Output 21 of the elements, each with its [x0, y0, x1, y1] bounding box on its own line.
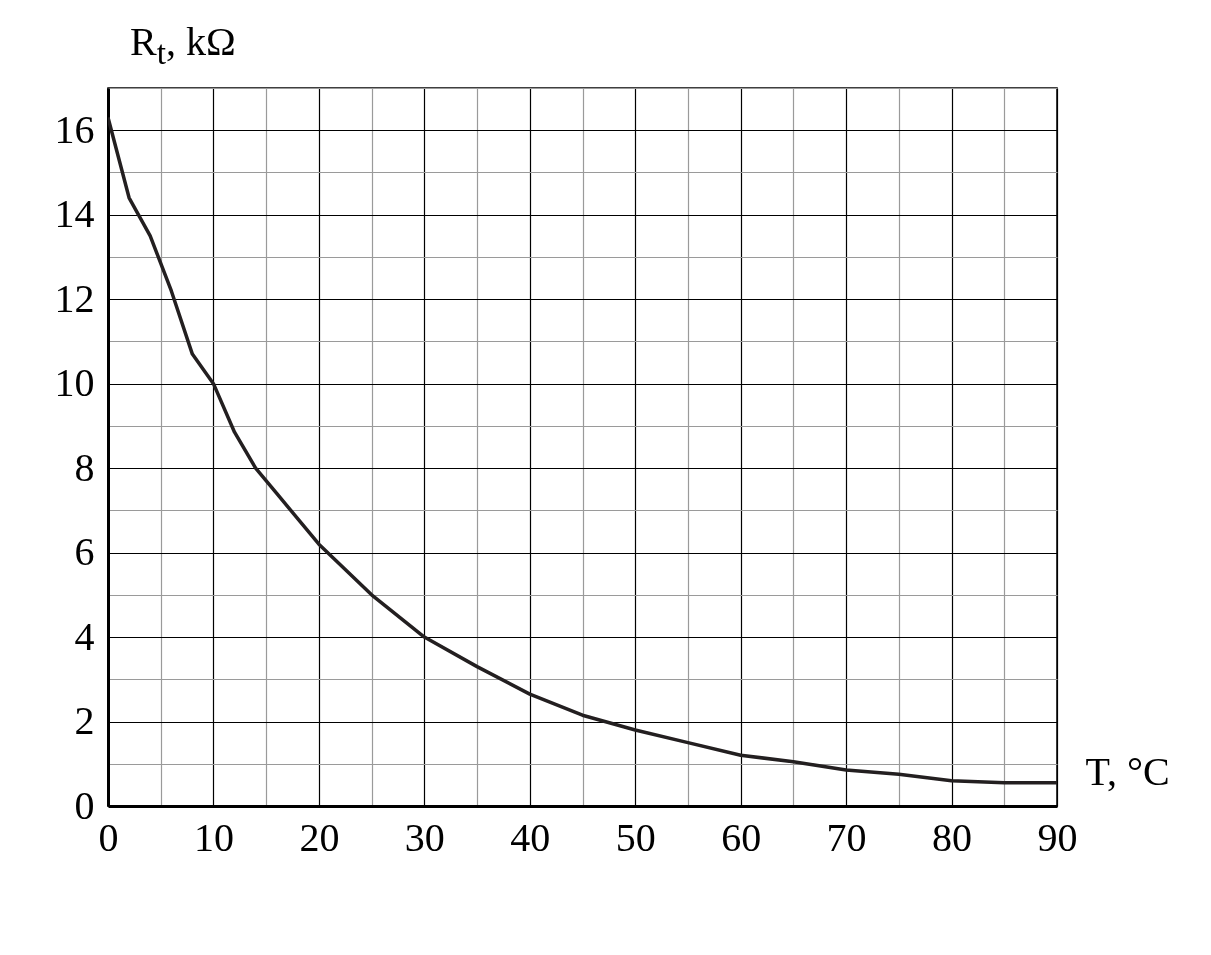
- x-tick-label: 60: [721, 814, 762, 860]
- y-tick-label: 4: [74, 613, 95, 659]
- x-tick-label: 30: [404, 814, 445, 860]
- x-axis-title: T, °C: [1085, 748, 1170, 794]
- y-axis-title: R$_{t}$, kΩ: [130, 18, 236, 72]
- x-tick-label: 50: [615, 814, 656, 860]
- y-tick-label: 6: [74, 529, 95, 575]
- y-tick-label: 0: [74, 782, 95, 828]
- y-tick-label: 2: [74, 698, 95, 744]
- x-tick-label: 80: [932, 814, 973, 860]
- y-tick-label: 14: [54, 191, 95, 237]
- x-tick-label: 20: [299, 814, 340, 860]
- x-tick-label: 40: [510, 814, 551, 860]
- y-tick-label: 16: [54, 106, 95, 152]
- line-series: [108, 115, 1057, 785]
- x-tick-label: 90: [1037, 814, 1078, 860]
- x-tick-label: 10: [193, 814, 234, 860]
- y-tick-label: 10: [54, 360, 95, 406]
- y-tick-label: 12: [54, 275, 95, 321]
- y-tick-label: 8: [74, 444, 95, 490]
- x-tick-label: 70: [826, 814, 867, 860]
